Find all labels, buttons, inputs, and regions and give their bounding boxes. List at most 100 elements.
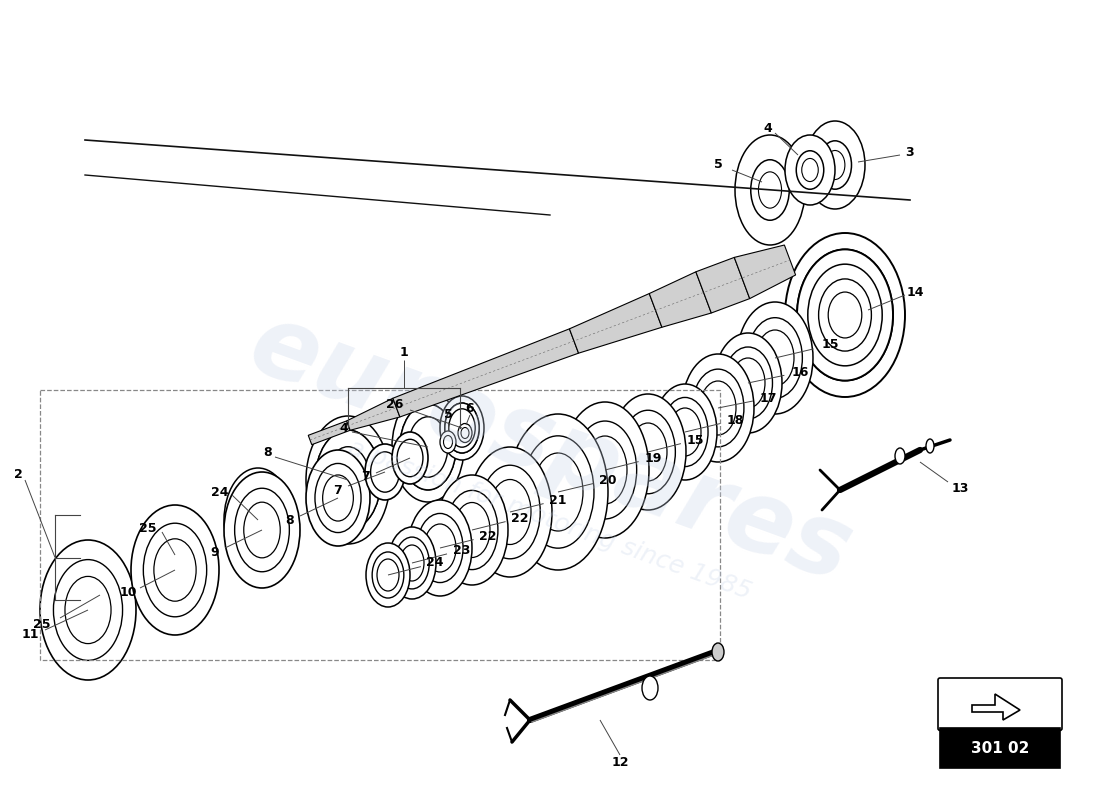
Ellipse shape	[306, 450, 370, 546]
Text: 15: 15	[686, 434, 704, 446]
Ellipse shape	[54, 560, 122, 661]
Text: 3: 3	[905, 146, 914, 158]
Ellipse shape	[737, 302, 813, 414]
Ellipse shape	[700, 381, 736, 435]
Text: 4: 4	[763, 122, 772, 134]
Ellipse shape	[143, 523, 207, 617]
Ellipse shape	[796, 150, 824, 190]
Ellipse shape	[449, 409, 475, 447]
Polygon shape	[570, 294, 662, 353]
Polygon shape	[735, 245, 795, 298]
Ellipse shape	[561, 402, 649, 538]
Ellipse shape	[400, 404, 456, 490]
Ellipse shape	[480, 465, 540, 558]
Text: 5: 5	[714, 158, 723, 171]
Ellipse shape	[388, 527, 436, 599]
Text: 22: 22	[512, 511, 529, 525]
Ellipse shape	[732, 358, 764, 408]
Text: 26: 26	[386, 398, 404, 411]
Ellipse shape	[447, 490, 498, 570]
Text: 7: 7	[361, 470, 370, 483]
Ellipse shape	[240, 491, 277, 549]
Ellipse shape	[682, 354, 754, 462]
FancyBboxPatch shape	[938, 678, 1062, 730]
Ellipse shape	[620, 410, 675, 494]
Ellipse shape	[818, 279, 871, 351]
Ellipse shape	[756, 330, 794, 386]
Ellipse shape	[85, 572, 116, 618]
Ellipse shape	[408, 417, 448, 478]
Ellipse shape	[417, 514, 463, 582]
Ellipse shape	[366, 543, 410, 607]
Ellipse shape	[397, 439, 424, 477]
Ellipse shape	[642, 676, 658, 700]
Ellipse shape	[400, 545, 424, 581]
Text: 16: 16	[791, 366, 808, 378]
Polygon shape	[976, 698, 1024, 724]
Ellipse shape	[327, 446, 370, 514]
Ellipse shape	[440, 396, 484, 460]
Ellipse shape	[785, 135, 835, 205]
Ellipse shape	[365, 444, 405, 500]
Ellipse shape	[322, 475, 353, 521]
Polygon shape	[696, 258, 750, 313]
Ellipse shape	[895, 448, 905, 464]
Text: 10: 10	[119, 586, 136, 598]
Ellipse shape	[490, 479, 531, 545]
Ellipse shape	[315, 463, 361, 533]
Ellipse shape	[573, 421, 637, 519]
Ellipse shape	[131, 505, 219, 635]
Ellipse shape	[522, 436, 594, 548]
Ellipse shape	[40, 540, 136, 680]
Ellipse shape	[669, 408, 701, 456]
Text: 12: 12	[612, 755, 629, 769]
Ellipse shape	[444, 403, 480, 453]
Text: 21: 21	[549, 494, 566, 506]
Ellipse shape	[653, 384, 717, 480]
Ellipse shape	[443, 435, 452, 449]
Polygon shape	[346, 398, 400, 430]
Ellipse shape	[244, 502, 280, 558]
Ellipse shape	[785, 233, 905, 397]
Ellipse shape	[65, 576, 111, 643]
Ellipse shape	[377, 559, 399, 591]
Ellipse shape	[231, 479, 285, 561]
Ellipse shape	[224, 468, 292, 572]
Ellipse shape	[807, 264, 882, 366]
Text: eurospares: eurospares	[236, 296, 864, 604]
Ellipse shape	[818, 141, 851, 190]
Ellipse shape	[436, 475, 508, 585]
Ellipse shape	[714, 333, 782, 433]
Ellipse shape	[316, 430, 381, 530]
Ellipse shape	[610, 394, 686, 510]
Text: 24: 24	[427, 557, 443, 570]
Ellipse shape	[712, 643, 724, 661]
Ellipse shape	[825, 150, 845, 179]
Ellipse shape	[158, 530, 191, 580]
Ellipse shape	[224, 472, 300, 588]
Polygon shape	[308, 421, 350, 445]
Ellipse shape	[154, 539, 196, 602]
Text: 8: 8	[286, 514, 295, 526]
Text: 1: 1	[399, 346, 408, 358]
Text: 23: 23	[453, 543, 471, 557]
Text: 19: 19	[645, 451, 662, 465]
Ellipse shape	[306, 416, 390, 544]
Polygon shape	[649, 272, 712, 327]
Text: 9: 9	[211, 546, 219, 558]
Ellipse shape	[926, 439, 934, 453]
Ellipse shape	[692, 369, 744, 447]
Text: 18: 18	[726, 414, 744, 426]
Ellipse shape	[371, 452, 399, 492]
Ellipse shape	[392, 432, 428, 484]
Ellipse shape	[662, 398, 708, 466]
Ellipse shape	[392, 392, 464, 502]
Text: a passion for motoring since 1985: a passion for motoring since 1985	[345, 436, 755, 604]
Ellipse shape	[759, 172, 781, 208]
Text: 14: 14	[906, 286, 924, 298]
Ellipse shape	[78, 562, 122, 628]
Ellipse shape	[468, 447, 552, 577]
Ellipse shape	[152, 519, 198, 591]
Text: 301 02: 301 02	[971, 741, 1030, 756]
Text: 4: 4	[340, 422, 349, 434]
